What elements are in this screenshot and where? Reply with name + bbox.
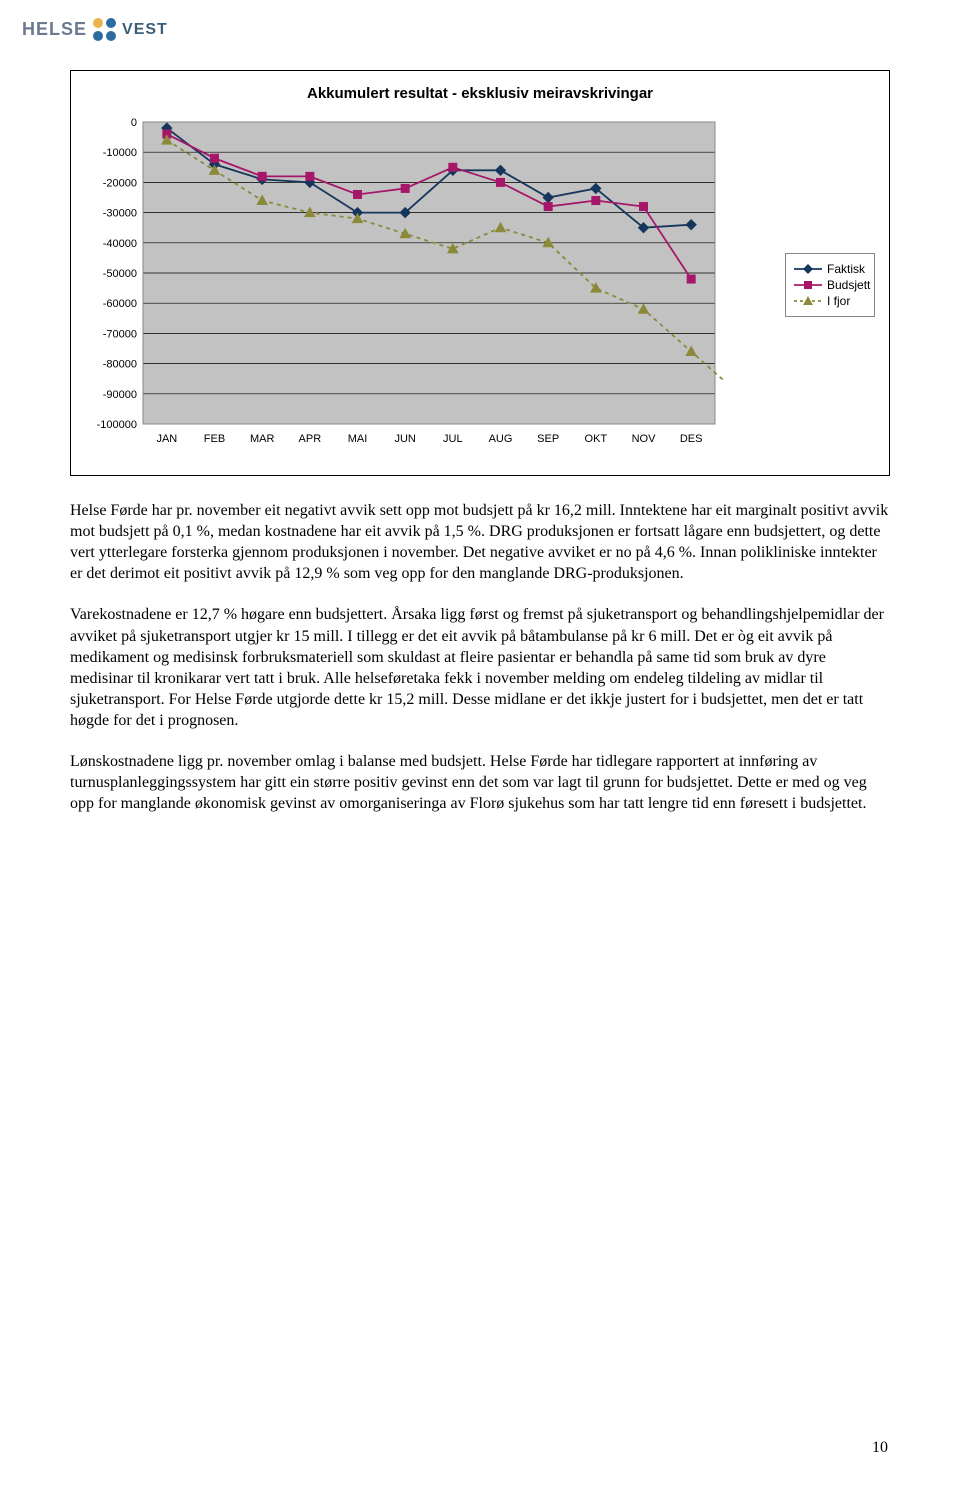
svg-text:APR: APR	[299, 433, 322, 445]
logo-text-left: HELSE	[22, 19, 87, 40]
svg-text:AUG: AUG	[489, 433, 513, 445]
svg-text:-70000: -70000	[103, 328, 137, 340]
svg-text:FEB: FEB	[204, 433, 225, 445]
svg-text:-100000: -100000	[97, 419, 137, 431]
svg-text:-80000: -80000	[103, 359, 137, 371]
legend-label: Faktisk	[827, 262, 865, 276]
chart-plot: 0 -10000 -20000 -30000 -40000 -50000 -60000 -70…	[85, 112, 775, 457]
logo-dot	[93, 31, 103, 41]
svg-text:-50000: -50000	[103, 268, 137, 280]
svg-text:-10000: -10000	[103, 147, 137, 159]
svg-text:JUL: JUL	[443, 433, 463, 445]
svg-text:-90000: -90000	[103, 389, 137, 401]
logo: HELSE VEST	[22, 18, 168, 41]
logo-text-right: VEST	[122, 21, 168, 39]
logo-dot	[106, 18, 116, 28]
chart-container: Akkumulert resultat - eksklusiv meiravsk…	[70, 70, 890, 476]
legend-item: Faktisk	[794, 262, 866, 276]
legend-swatch	[794, 279, 822, 291]
legend-swatch	[794, 263, 822, 275]
svg-text:NOV: NOV	[632, 433, 657, 445]
svg-text:0: 0	[131, 117, 137, 129]
logo-dot	[106, 31, 116, 41]
legend-label: Budsjett	[827, 278, 870, 292]
svg-text:JUN: JUN	[394, 433, 415, 445]
svg-text:JAN: JAN	[156, 433, 177, 445]
chart-inner: 0 -10000 -20000 -30000 -40000 -50000 -60000 -70…	[85, 112, 875, 457]
body-paragraph: Helse Førde har pr. november eit negativ…	[70, 500, 890, 584]
svg-text:MAR: MAR	[250, 433, 275, 445]
body-paragraph: Lønskostnadene ligg pr. november omlag i…	[70, 751, 890, 814]
logo-dots	[93, 18, 116, 41]
body-paragraph: Varekostnadene er 12,7 % høgare enn buds…	[70, 604, 890, 731]
svg-text:DES: DES	[680, 433, 703, 445]
svg-text:-60000: -60000	[103, 298, 137, 310]
svg-text:-20000: -20000	[103, 177, 137, 189]
svg-text:OKT: OKT	[585, 433, 608, 445]
legend-item: Budsjett	[794, 278, 866, 292]
chart-legend: Faktisk Budsjett I fjor	[785, 253, 875, 317]
svg-text:-40000: -40000	[103, 238, 137, 250]
svg-text:SEP: SEP	[537, 433, 559, 445]
legend-item: I fjor	[794, 294, 866, 308]
legend-label: I fjor	[827, 294, 850, 308]
chart-title: Akkumulert resultat - eksklusiv meiravsk…	[85, 85, 875, 102]
logo-dot	[93, 18, 103, 28]
legend-swatch	[794, 295, 822, 307]
svg-text:-30000: -30000	[103, 208, 137, 220]
page-number: 10	[872, 1439, 888, 1457]
svg-text:MAI: MAI	[348, 433, 368, 445]
